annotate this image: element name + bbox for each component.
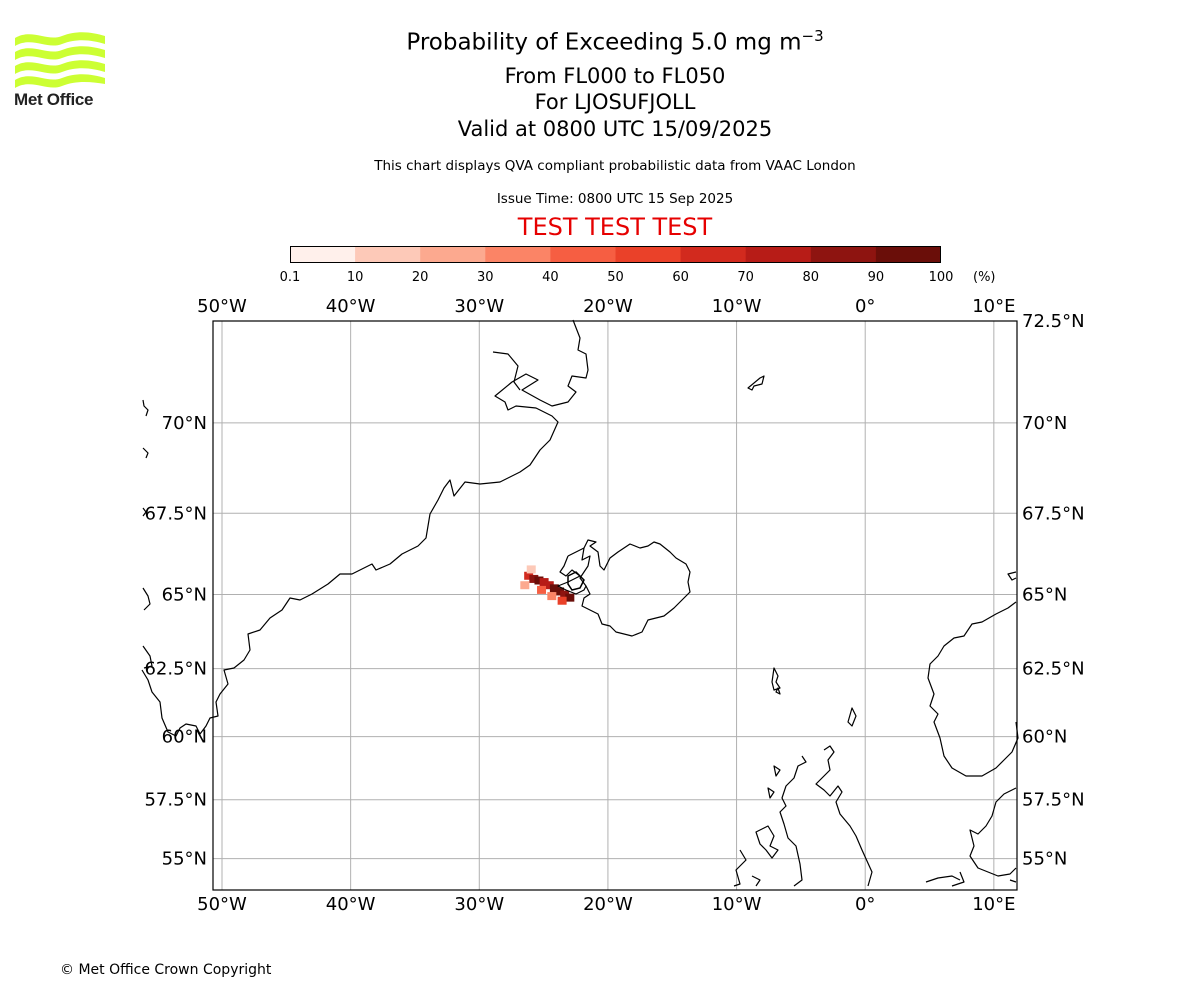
lon-label: 10°E	[972, 894, 1015, 915]
lon-label: 10°E	[972, 296, 1015, 317]
shetland-coastline	[847, 707, 857, 727]
lat-labels-left: 70°N 67.5°N 65°N 62.5°N 60°N 57.5°N 55°N	[144, 413, 207, 870]
plume-cell	[537, 585, 547, 594]
colorbar-segment	[745, 246, 812, 263]
coastlines	[141, 319, 1019, 887]
colorbar-segment	[550, 246, 616, 263]
lon-label: 10°W	[712, 894, 762, 915]
lat-label: 60°N	[1022, 727, 1067, 748]
colorbar-tick-label: 20	[411, 270, 429, 285]
lon-label: 0°	[855, 894, 875, 915]
valid-time: Valid at 0800 UTC 15/09/2025	[457, 117, 773, 141]
colorbar-tick-label: 100	[928, 270, 954, 285]
colorbar-tick-label: 90	[867, 270, 885, 285]
colorbar-segment	[485, 246, 551, 263]
jan-mayen-coastline	[747, 375, 765, 391]
iceland-coastline	[557, 539, 691, 637]
colorbar-segment	[290, 246, 356, 263]
lat-label: 65°N	[1022, 585, 1067, 606]
lon-labels-bottom: 50°W 40°W 30°W 20°W 10°W 0° 10°E	[197, 894, 1015, 915]
colorbar-frame	[290, 246, 941, 263]
plume-cell	[555, 587, 565, 596]
plume-cell	[557, 596, 567, 605]
colorbar-unit: (%)	[973, 270, 996, 285]
map-frame	[212, 320, 1018, 891]
lon-label: 0°	[855, 296, 875, 317]
chart-title-main: Probability of Exceeding 5.0 mg m	[406, 29, 802, 56]
lat-labels-right: 72.5°N 70°N 67.5°N 65°N 62.5°N 60°N 57.5°N 55°N	[1022, 311, 1085, 870]
plume-cell	[529, 574, 539, 583]
lat-label: 70°N	[1022, 413, 1067, 434]
lon-label: 20°W	[583, 894, 633, 915]
lat-label: 67.5°N	[1022, 503, 1085, 524]
colorbar-tick-label: 70	[737, 270, 754, 285]
lat-label: 60°N	[162, 727, 207, 748]
plume-cell	[534, 576, 544, 585]
volcano-name: For LJOSUFJOLL	[534, 90, 696, 114]
lon-label: 40°W	[326, 296, 376, 317]
lat-label: 62.5°N	[1022, 659, 1085, 680]
issue-time: Issue Time: 0800 UTC 15 Sep 2025	[496, 191, 734, 207]
ash-plume	[520, 565, 575, 605]
met-office-logo-icon	[15, 32, 105, 88]
copyright-notice: © Met Office Crown Copyright	[60, 962, 272, 978]
plume-cell	[539, 578, 549, 587]
colorbar-tick-label: 40	[542, 270, 559, 285]
plume-cell	[524, 571, 534, 580]
colorbar-segment	[420, 246, 486, 263]
colorbar-tick-label: 10	[346, 270, 364, 285]
chart-description: This chart displays QVA compliant probab…	[374, 158, 856, 174]
lat-label: 65°N	[162, 585, 207, 606]
plume-cell	[549, 584, 559, 593]
plume-cell	[547, 592, 557, 601]
lon-label: 30°W	[454, 894, 504, 915]
logo-text: Met Office	[14, 90, 94, 109]
lat-label: 57.5°N	[144, 790, 207, 811]
colorbar-segment	[875, 246, 941, 263]
lat-label: 55°N	[162, 849, 207, 870]
plume-cell	[544, 581, 554, 590]
colorbar-tick-label: 60	[672, 270, 689, 285]
map-gridlines	[213, 320, 1017, 890]
norway-coastline	[927, 601, 1019, 777]
lon-label: 50°W	[197, 894, 247, 915]
lat-label: 72.5°N	[1022, 311, 1085, 332]
lat-label: 67.5°N	[144, 503, 207, 524]
colorbar-tick-label: 30	[477, 270, 494, 285]
colorbar-segment	[680, 246, 747, 263]
colorbar-tick-label: 0.1	[279, 270, 301, 285]
plume-cell	[526, 565, 536, 574]
colorbar-segment	[810, 246, 877, 263]
colorbar-tick-label: 80	[802, 270, 820, 285]
colorbar-tick-label: 50	[607, 270, 624, 285]
lon-label: 30°W	[454, 296, 504, 317]
probability-colorbar	[290, 246, 941, 263]
lat-label: 62.5°N	[144, 659, 207, 680]
lat-label: 55°N	[1022, 849, 1067, 870]
denmark-coastline	[951, 787, 1017, 887]
plume-cell	[520, 581, 530, 590]
greenland-coastline	[141, 319, 589, 737]
lon-labels-top: 50°W 40°W 30°W 20°W 10°W 0° 10°E	[197, 296, 1015, 317]
lat-label: 70°N	[162, 413, 207, 434]
colorbar-segment	[615, 246, 682, 263]
colorbar-segment	[355, 246, 421, 263]
lon-label: 20°W	[583, 296, 633, 317]
plume-cell	[560, 590, 570, 599]
chart-title: Probability of Exceeding 5.0 mg m−3	[0, 27, 1200, 56]
faroe-coastline	[771, 667, 781, 691]
chart-title-superscript: −3	[801, 27, 824, 45]
lon-label: 10°W	[712, 296, 762, 317]
scotland-coastline	[733, 745, 873, 887]
plume-cell	[565, 593, 575, 602]
flight-level-range: From FL000 to FL050	[504, 64, 726, 88]
probability-map: 50°W 40°W 30°W 20°W 10°W 0° 10°E 50°W 40°W 30°W 2…	[141, 296, 1085, 915]
lat-label: 57.5°N	[1022, 790, 1085, 811]
lon-label: 50°W	[197, 296, 247, 317]
volcano-source-region	[567, 571, 585, 591]
lon-label: 40°W	[326, 894, 376, 915]
test-banner: TEST TEST TEST	[517, 213, 713, 241]
